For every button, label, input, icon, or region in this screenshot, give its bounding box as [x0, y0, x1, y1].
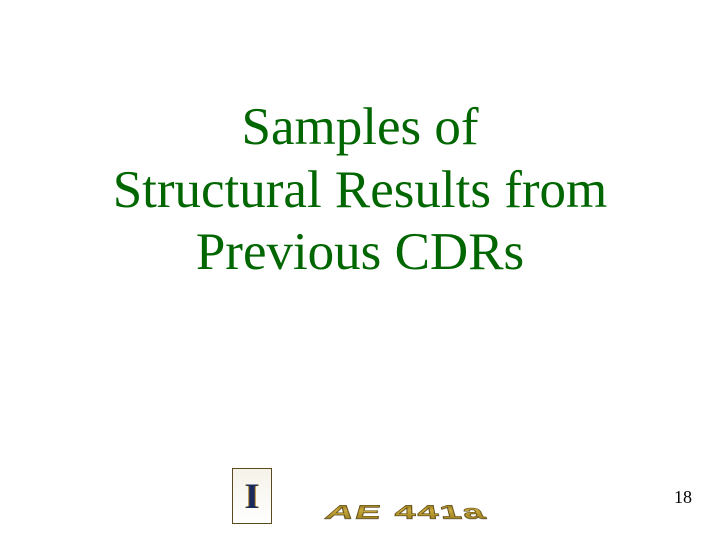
wordart-text: AE 441a	[321, 502, 491, 524]
illinois-logo: I	[232, 468, 272, 524]
slide-title: Samples of Structural Results from Previ…	[0, 96, 720, 284]
wordart-course-code: AE 441a	[276, 468, 536, 524]
footer-graphics: I AE 441a	[0, 460, 720, 530]
page-number: 18	[674, 487, 692, 508]
illinois-logo-letter: I	[245, 478, 259, 514]
slide: Samples of Structural Results from Previ…	[0, 0, 720, 540]
illinois-logo-frame: I	[232, 468, 272, 524]
wordart-perspective: AE 441a	[276, 497, 536, 524]
